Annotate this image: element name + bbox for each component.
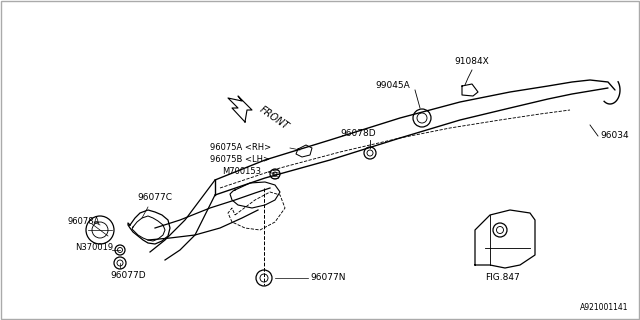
- Polygon shape: [228, 96, 252, 122]
- Text: FIG.847: FIG.847: [484, 274, 520, 283]
- Text: 96034: 96034: [600, 132, 628, 140]
- Text: 96075A <RH>: 96075A <RH>: [210, 143, 271, 153]
- Text: 96078D: 96078D: [340, 129, 376, 138]
- Text: A921001141: A921001141: [579, 303, 628, 312]
- Text: 96078A: 96078A: [68, 218, 100, 227]
- Text: FRONT: FRONT: [258, 104, 291, 132]
- Text: 96077C: 96077C: [138, 193, 173, 202]
- Text: 96075B <LH>: 96075B <LH>: [210, 156, 270, 164]
- Text: 96077N: 96077N: [310, 274, 346, 283]
- Text: M700153: M700153: [222, 167, 261, 177]
- Text: N370019: N370019: [75, 244, 113, 252]
- Text: 99045A: 99045A: [376, 81, 410, 90]
- Text: 96077D: 96077D: [110, 270, 146, 279]
- Text: 91084X: 91084X: [454, 58, 490, 67]
